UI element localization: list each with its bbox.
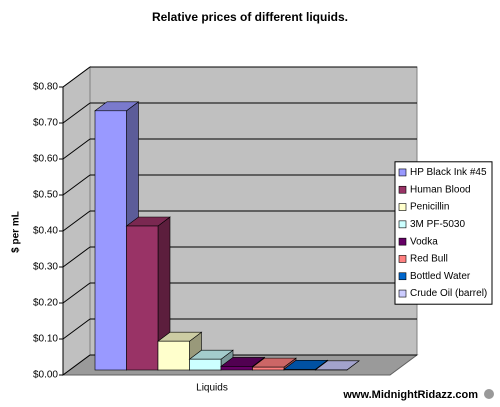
bar	[284, 369, 316, 370]
legend-label: Bottled Water	[410, 271, 471, 282]
legend-swatch	[399, 204, 406, 211]
legend-swatch	[399, 238, 406, 245]
chart-title: Relative prices of different liquids.	[152, 10, 348, 24]
y-tick-label: $0.70	[33, 118, 58, 129]
y-tick-label: $0.10	[33, 334, 58, 345]
bar	[95, 111, 127, 370]
legend-swatch	[399, 186, 406, 193]
x-axis-title: Liquids	[196, 383, 228, 394]
y-tick-label: $0.20	[33, 298, 58, 309]
y-tick-label: $0.00	[33, 370, 58, 381]
legend-label: 3M PF-5030	[410, 219, 465, 230]
legend-box	[395, 162, 492, 304]
legend-label: Vodka	[410, 236, 438, 247]
legend-label: Human Blood	[410, 184, 471, 195]
legend-label: Crude Oil (barrel)	[410, 288, 487, 299]
legend-swatch	[399, 221, 406, 228]
y-tick-label: $0.80	[33, 82, 58, 93]
bar	[127, 226, 159, 370]
legend-label: Red Bull	[410, 254, 448, 265]
watermark: www.MidnightRidazz.com	[342, 389, 478, 401]
bar	[190, 359, 222, 370]
bar	[253, 367, 285, 370]
y-tick-label: $0.50	[33, 190, 58, 201]
legend-swatch	[399, 255, 406, 262]
skull-icon	[484, 389, 494, 399]
y-axis-title: $ per mL	[11, 211, 22, 253]
y-tick-label: $0.40	[33, 226, 58, 237]
legend-swatch	[399, 273, 406, 280]
legend-swatch	[399, 290, 406, 297]
legend-swatch	[399, 169, 406, 176]
bar	[221, 366, 253, 370]
y-tick-label: $0.60	[33, 154, 58, 165]
legend-label: Penicillin	[410, 202, 449, 213]
legend-label: HP Black Ink #45	[410, 167, 487, 178]
y-tick-label: $0.30	[33, 262, 58, 273]
bar	[158, 341, 190, 370]
